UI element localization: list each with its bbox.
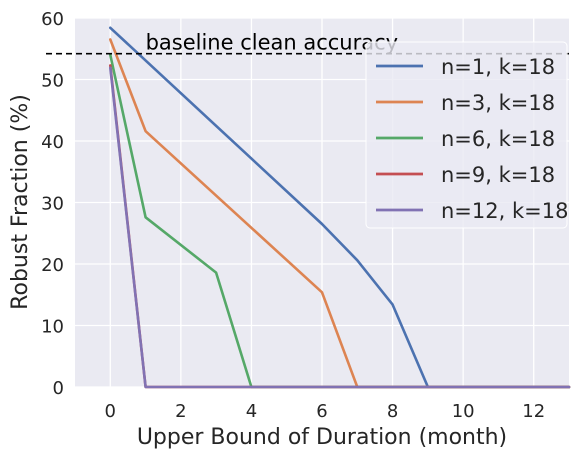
y-axis-label: Robust Fraction (%) (8, 94, 33, 310)
y-tick-label: 0 (53, 378, 64, 399)
series-lines (109, 26, 571, 389)
series-line (109, 66, 571, 389)
baseline-group: baseline clean accuracy (46, 31, 569, 55)
x-tick-label: 10 (452, 401, 475, 422)
legend-label: n=6, k=18 (441, 127, 555, 151)
y-tick-label: 60 (41, 9, 64, 30)
legend-label: n=3, k=18 (441, 91, 555, 115)
legend-label: n=1, k=18 (441, 55, 555, 79)
x-tick-label: 6 (316, 401, 327, 422)
x-axis-label: Upper Bound of Duration (month) (137, 425, 507, 450)
x-tick-labels: 0 2 4 6 8 10 12 (105, 401, 546, 422)
x-tick-label: 8 (387, 401, 398, 422)
x-tick-label: 12 (522, 401, 545, 422)
y-tick-label: 10 (41, 317, 64, 338)
legend: n=1, k=18 n=3, k=18 n=6, k=18 n=9, k=18 n=12… (365, 41, 568, 229)
legend-label: n=9, k=18 (441, 163, 555, 187)
y-tick-label: 50 (41, 71, 64, 92)
y-tick-label: 30 (41, 194, 64, 215)
baseline-label: baseline clean accuracy (146, 31, 399, 55)
x-tick-label: 4 (246, 401, 257, 422)
y-tick-label: 20 (41, 255, 64, 276)
x-tick-label: 0 (105, 401, 116, 422)
legend-box (365, 41, 568, 229)
y-tick-labels: 0 10 20 30 40 50 60 (41, 9, 64, 399)
x-tick-label: 2 (175, 401, 186, 422)
legend-label: n=12, k=18 (441, 199, 568, 223)
y-tick-label: 40 (41, 132, 64, 153)
